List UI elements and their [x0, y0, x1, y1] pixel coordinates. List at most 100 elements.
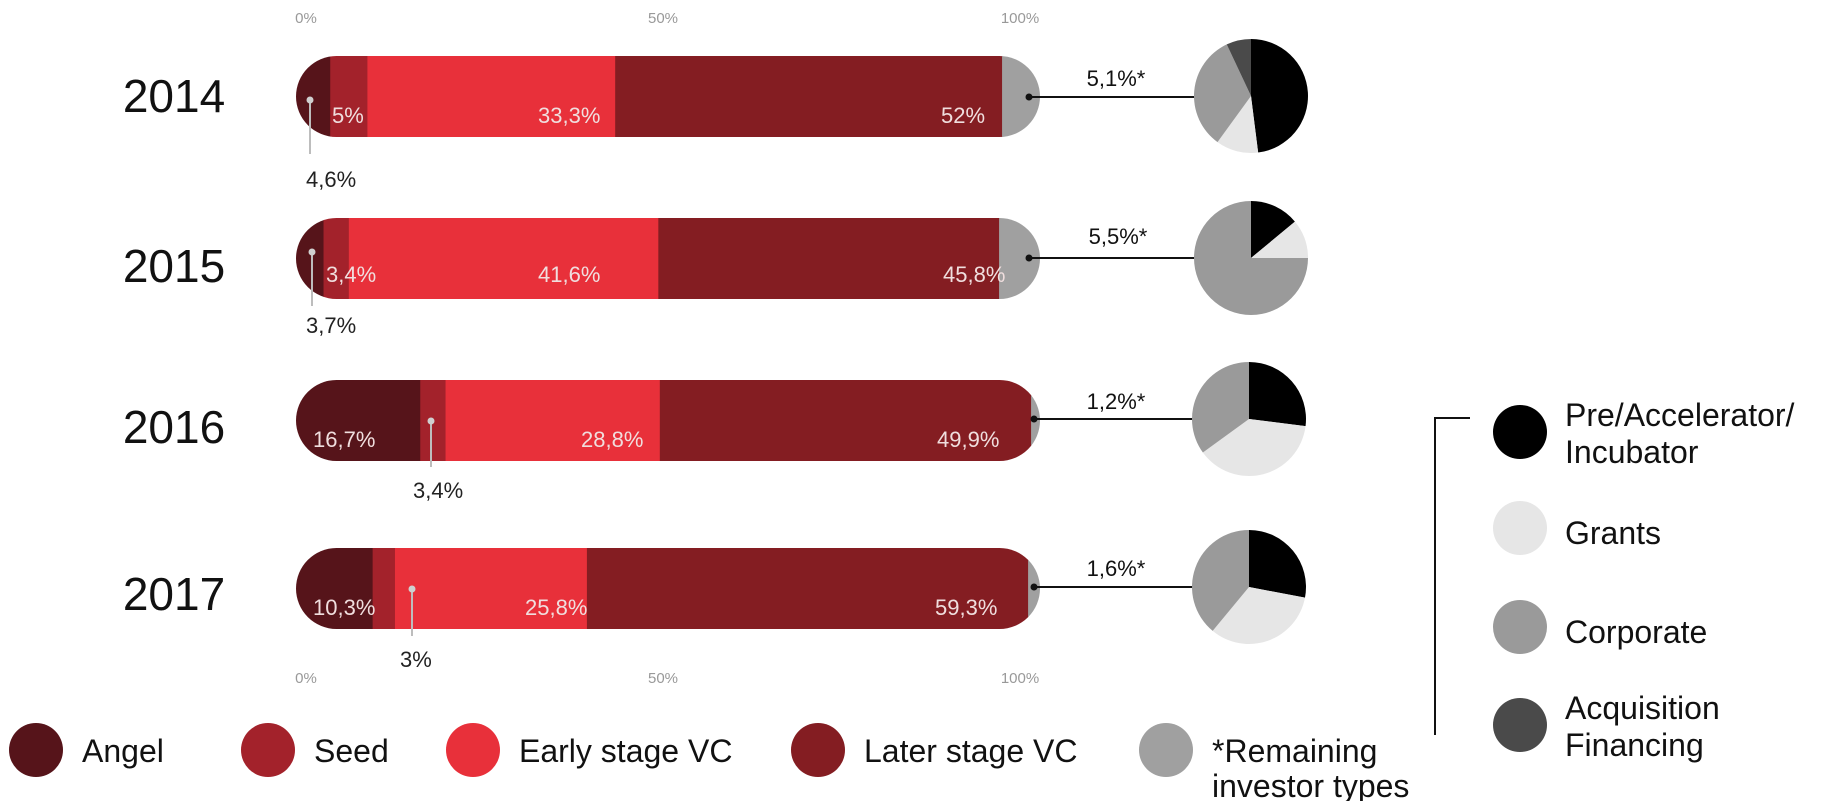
pie-slice-grants — [1202, 419, 1306, 476]
later-vc-label: 52% — [941, 103, 985, 128]
angel-label: 3,7% — [306, 313, 356, 338]
bar-later-vc-2016 — [659, 380, 1032, 461]
pie-legend-item-pre-accelerator: Pre/Accelerator/ Incubator — [1493, 397, 1803, 470]
legend-item-seed: Seed — [241, 723, 389, 777]
pie-legend-line-2: Incubator — [1565, 434, 1699, 470]
pie-legend-line-2: Financing — [1565, 727, 1704, 763]
bar-later-vc-2017 — [586, 548, 1029, 629]
pie-slice-grants — [1212, 587, 1305, 644]
bar-segments — [296, 548, 1040, 629]
bar-row-2017: 10,3% 3% 25,8% 59,3% 1,6%* — [296, 530, 1306, 672]
pie-legend-item-corporate: Corporate — [1493, 600, 1707, 654]
pie-slice-acquisition — [1226, 39, 1251, 96]
angel-label: 10,3% — [313, 595, 375, 620]
year-label-2016: 2016 — [123, 401, 225, 453]
early-vc-label: 28,8% — [581, 427, 643, 452]
pie-slice-corporate — [1194, 201, 1308, 315]
tick-top-50: 50% — [648, 10, 678, 27]
pie-2014 — [1193, 39, 1308, 154]
legend-swatch-later-vc — [791, 723, 845, 777]
pie-legend-label-grants: Grants — [1565, 515, 1661, 551]
year-label-2017: 2017 — [123, 568, 225, 620]
bar-later-vc-2014 — [615, 56, 1003, 137]
later-vc-label: 49,9% — [937, 427, 999, 452]
bar-row-2014: 4,6% 5% 33,3% 52% 5,1%* — [296, 39, 1308, 192]
tick-top-0: 0% — [295, 10, 317, 27]
legend-swatch-early-vc — [446, 723, 500, 777]
legend-swatch-angel — [9, 723, 63, 777]
pie-slice-pre-accelerator — [1251, 39, 1308, 153]
pie-2015 — [1194, 201, 1308, 315]
angel-leader-dot — [306, 96, 314, 104]
legend-item-early-vc: Early stage VC — [446, 723, 732, 777]
legend-label-seed: Seed — [314, 733, 389, 769]
pie-legend-swatch-pre-accelerator — [1493, 405, 1547, 459]
legend-line-1: *Remaining — [1212, 733, 1377, 769]
bar-early-vc-2014 — [367, 56, 616, 137]
remaining-connector-dot — [1030, 583, 1038, 591]
seed-label: 5% — [332, 103, 364, 128]
angel-leader-dot — [308, 248, 316, 256]
pie-legend-label-acquisition: Acquisition Financing — [1565, 690, 1729, 763]
bar-angel-2016 — [296, 380, 421, 461]
bar-angel-2017 — [296, 548, 374, 629]
pie-2017 — [1192, 530, 1306, 644]
tick-bottom-100: 100% — [1001, 670, 1039, 687]
pie-slice-corporate — [1191, 362, 1249, 453]
legend-line-2: investor types — [1212, 768, 1409, 801]
legend-item-angel: Angel — [9, 723, 164, 777]
angel-label: 16,7% — [313, 427, 375, 452]
remaining-connector-dot — [1030, 415, 1038, 423]
pie-legend-line-1: Pre/Accelerator/ — [1565, 397, 1795, 433]
bar-seed-2017 — [372, 548, 396, 629]
bar-row-2015: 3,7% 3,4% 41,6% 45,8% 5,5%* — [296, 201, 1308, 338]
pie-slice-grants — [1251, 221, 1308, 258]
bar-early-vc-2017 — [394, 548, 588, 629]
pie-legend-item-grants: Grants — [1493, 501, 1661, 555]
legend-label-later-vc: Later stage VC — [864, 733, 1077, 769]
early-vc-label: 33,3% — [538, 103, 600, 128]
remaining-connector-dot — [1025, 93, 1033, 101]
bar-segments — [296, 218, 1040, 299]
seed-leader-dot — [408, 585, 416, 593]
tick-bottom-50: 50% — [648, 670, 678, 687]
bar-segments — [296, 380, 1040, 461]
seed-label: 3,4% — [413, 478, 463, 503]
pie-2016 — [1191, 362, 1306, 476]
pie-legend-swatch-grants — [1493, 501, 1547, 555]
remaining-connector-dot — [1025, 254, 1033, 262]
pie-legend-bracket — [1434, 417, 1470, 735]
remaining-label: 1,6%* — [1087, 556, 1146, 581]
pie-legend-item-acquisition: Acquisition Financing — [1493, 690, 1729, 763]
pie-slice-pre-accelerator — [1249, 530, 1306, 598]
remaining-label: 5,5%* — [1089, 224, 1148, 249]
later-vc-label: 59,3% — [935, 595, 997, 620]
bar-segments — [296, 56, 1040, 137]
pie-legend-line-1: Acquisition — [1565, 690, 1720, 726]
pie-legend-label-pre-accelerator: Pre/Accelerator/ Incubator — [1565, 397, 1803, 470]
legend-swatch-seed — [241, 723, 295, 777]
early-vc-label: 25,8% — [525, 595, 587, 620]
bar-angel-2014 — [296, 56, 331, 137]
year-label-2015: 2015 — [123, 240, 225, 292]
pie-slice-grants — [1217, 96, 1259, 154]
tick-bottom-0: 0% — [295, 670, 317, 687]
angel-label: 4,6% — [306, 167, 356, 192]
legend-label-angel: Angel — [82, 733, 164, 769]
bar-early-vc-2016 — [445, 380, 661, 461]
bar-seed-2014 — [330, 56, 369, 137]
seed-label: 3,4% — [326, 262, 376, 287]
pie-slice-pre-accelerator — [1251, 201, 1295, 258]
bar-row-2016: 16,7% 3,4% 28,8% 49,9% 1,2%* — [296, 362, 1306, 503]
year-label-2014: 2014 — [123, 70, 225, 122]
bar-later-vc-2015 — [658, 218, 1000, 299]
legend-label-early-vc: Early stage VC — [519, 733, 732, 769]
bar-seed-2015 — [323, 218, 350, 299]
legend-label-remaining: *Remaining investor types — [1212, 733, 1409, 801]
later-vc-label: 45,8% — [943, 262, 1005, 287]
pie-legend: Pre/Accelerator/ Incubator Grants Corpor… — [1493, 397, 1803, 763]
pie-slice-corporate — [1193, 44, 1251, 143]
pie-slice-pre-accelerator — [1249, 362, 1306, 427]
legend-swatch-remaining — [1139, 723, 1193, 777]
